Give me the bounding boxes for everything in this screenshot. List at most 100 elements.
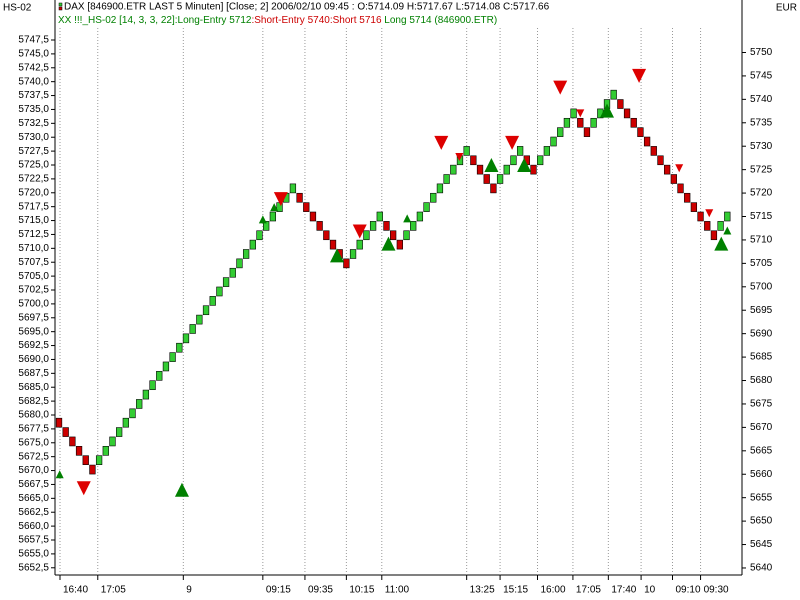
short-signal [273, 192, 288, 207]
renko-box [303, 202, 310, 212]
renko-box [75, 446, 83, 456]
y-tick-label: 5717,5 [18, 201, 49, 212]
renko-box [704, 221, 711, 231]
y-tick-label: 5652,5 [18, 562, 49, 573]
short-signal [76, 481, 91, 496]
renko-box [724, 211, 731, 222]
renko-box [289, 183, 297, 194]
x-tick-label: 10 [644, 585, 656, 596]
long-signal [714, 236, 729, 251]
renko-box [129, 408, 136, 419]
short-signal [352, 224, 367, 239]
long-signal [600, 103, 615, 118]
x-tick-label: 9 [186, 585, 192, 596]
renko-box [383, 221, 390, 231]
renko-box [496, 174, 504, 184]
header-icon [58, 6, 63, 11]
y-tick-label: 5670,0 [18, 465, 49, 476]
y-tick-label: 5695,0 [18, 326, 49, 337]
renko-box [577, 117, 584, 128]
y-tick-label: 5667,5 [18, 479, 49, 490]
renko-box [537, 155, 544, 166]
y-tick-label: 5662,5 [18, 507, 49, 518]
renko-box [677, 183, 684, 194]
renko-box [650, 146, 657, 156]
x-tick-label: 16:00 [541, 585, 566, 596]
indicator-part: :Short-Entry 5740:Short 5716 [251, 15, 382, 26]
y-tick-label: 5725,0 [18, 160, 49, 171]
renko-box [316, 221, 323, 231]
renko-box [710, 230, 718, 241]
renko-box [156, 371, 163, 381]
renko-box [410, 221, 417, 231]
renko-box [697, 211, 704, 222]
y-tick-label: 5710,0 [18, 243, 49, 254]
y-tick-label: 5702,5 [18, 285, 49, 296]
renko-box [242, 249, 250, 259]
y2-tick-label: 5640 [750, 563, 773, 574]
renko-box [557, 127, 564, 137]
renko-box [263, 221, 270, 231]
renko-box [149, 380, 156, 391]
renko-box [62, 427, 69, 437]
renko-box [356, 239, 363, 250]
renko-box [323, 230, 330, 241]
renko-box [530, 164, 537, 175]
y-tick-label: 5742,5 [18, 62, 49, 73]
x-tick-label: 15:15 [503, 585, 528, 596]
renko-box [376, 211, 383, 222]
y-tick-label: 5687,5 [18, 368, 49, 379]
renko-box [563, 117, 571, 128]
y-tick-label: 5737,5 [18, 90, 49, 101]
renko-box [450, 164, 457, 175]
short-signal [455, 152, 464, 161]
renko-box [470, 155, 477, 166]
y2-tick-label: 5670 [750, 422, 773, 433]
renko-box [617, 99, 624, 109]
corner-left: HS-02 [3, 3, 32, 14]
renko-box [416, 211, 424, 222]
renko-box [162, 361, 170, 372]
y-tick-label: 5697,5 [18, 312, 49, 323]
x-tick-label: 17:05 [576, 585, 601, 596]
renko-box [690, 202, 698, 212]
x-tick-label: 10:15 [349, 585, 374, 596]
renko-box [590, 117, 597, 128]
corner-right: EUR [776, 3, 797, 14]
renko-box [142, 389, 150, 400]
renko-box [102, 446, 109, 456]
y2-tick-label: 5675 [750, 399, 773, 410]
indicator-line: XX !!!_HS-02 [14, 3, 3, 22]:Long-Entry 5… [58, 15, 497, 26]
y2-tick-label: 5710 [750, 235, 773, 246]
renko-box [176, 342, 183, 353]
renko-box [643, 136, 651, 147]
long-signal [517, 157, 532, 172]
renko-box [89, 464, 96, 475]
y-tick-label: 5660,0 [18, 521, 49, 532]
renko-box [249, 239, 256, 250]
y-tick-label: 5655,0 [18, 549, 49, 560]
renko-box [630, 117, 637, 128]
y-tick-label: 5727,5 [18, 146, 49, 157]
long-signal [258, 215, 267, 224]
y-tick-label: 5665,0 [18, 493, 49, 504]
renko-box [637, 127, 644, 137]
renko-box [216, 286, 223, 297]
renko-box [296, 192, 303, 203]
y2-tick-label: 5735 [750, 117, 773, 128]
header-icon [58, 2, 63, 7]
renko-box [543, 146, 551, 156]
y2-tick-label: 5680 [750, 375, 773, 386]
indicator-part: XX !!!_HS-02 [14, 3, 3, 22]:Long-Entry 5… [58, 15, 252, 26]
y-tick-label: 5700,0 [18, 299, 49, 310]
y-tick-label: 5732,5 [18, 118, 49, 129]
short-signal [553, 80, 568, 95]
y2-tick-label: 5660 [750, 469, 773, 480]
renko-box [570, 108, 577, 119]
y-tick-label: 5677,5 [18, 424, 49, 435]
y2-tick-label: 5650 [750, 516, 773, 527]
indicator-part: Long 5714 (846900.ETR) [382, 15, 498, 26]
y-tick-label: 5720,0 [18, 187, 49, 198]
